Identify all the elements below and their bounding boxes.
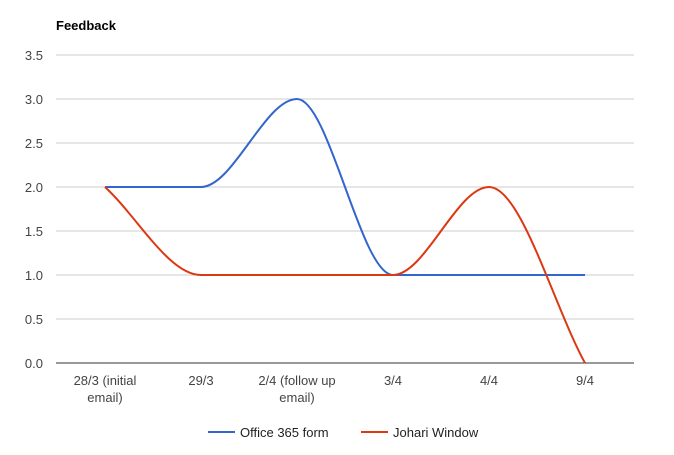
y-axis-ticks: 0.0 0.5 1.0 1.5 2.0 2.5 3.0 3.5 (25, 48, 43, 371)
series-line-1 (104, 98, 585, 277)
y-tick-label: 0.0 (25, 356, 43, 371)
y-tick-label: 1.5 (25, 224, 43, 239)
x-tick-label-line: 9/4 (576, 373, 594, 388)
series-lines (104, 98, 586, 364)
x-tick-label: 4/4 (480, 373, 498, 388)
y-tick-label: 3.0 (25, 92, 43, 107)
x-tick-label: 29/3 (188, 373, 213, 388)
y-tick-label: 2.0 (25, 180, 43, 195)
legend: Office 365 form Johari Window (208, 425, 479, 440)
x-tick-label: 3/4 (384, 373, 402, 388)
x-tick-label-line: 4/4 (480, 373, 498, 388)
x-tick-label-line: 2/4 (follow up (258, 373, 335, 388)
y-tick-label: 2.5 (25, 136, 43, 151)
y-tick-label: 0.5 (25, 312, 43, 327)
x-axis-ticks: 28/3 (initial email) 29/3 2/4 (follow up ema… (74, 373, 594, 405)
x-tick-label-line: 29/3 (188, 373, 213, 388)
y-tick-label: 1.0 (25, 268, 43, 283)
chart-title: Feedback (56, 18, 117, 33)
x-tick-label-line: email) (87, 390, 122, 405)
x-tick-label: 28/3 (initial email) (74, 373, 137, 405)
legend-label: Office 365 form (240, 425, 329, 440)
x-tick-label: 2/4 (follow up email) (258, 373, 335, 405)
series-line-2 (104, 186, 586, 364)
gridlines (56, 54, 634, 364)
y-tick-label: 3.5 (25, 48, 43, 63)
x-tick-label-line: 3/4 (384, 373, 402, 388)
legend-label: Johari Window (393, 425, 479, 440)
x-tick-label-line: 28/3 (initial (74, 373, 137, 388)
x-tick-label: 9/4 (576, 373, 594, 388)
x-tick-label-line: email) (279, 390, 314, 405)
